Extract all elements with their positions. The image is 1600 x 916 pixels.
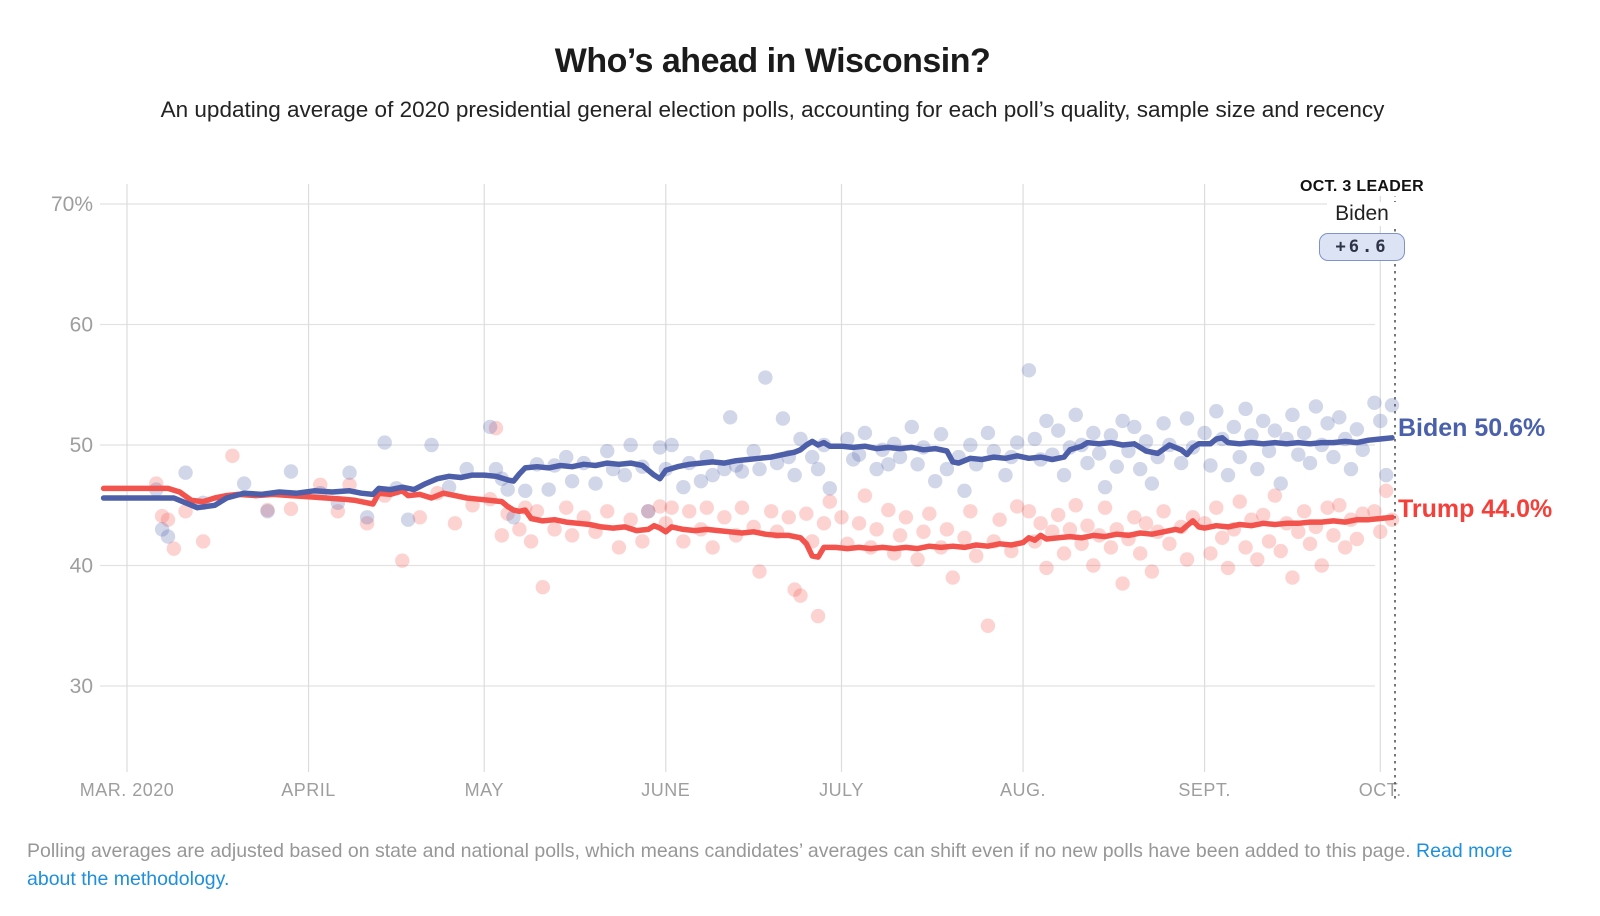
page-subtitle: An updating average of 2020 presidential… bbox=[160, 97, 1385, 122]
x-tick-label: AUG. bbox=[1000, 780, 1046, 800]
y-tick-label: 30 bbox=[70, 675, 93, 698]
x-tick-label: MAY bbox=[465, 780, 504, 800]
page-title: Who’s ahead in Wisconsin? bbox=[554, 42, 991, 80]
x-tick-label: JULY bbox=[819, 780, 864, 800]
y-tick-label: 70% bbox=[51, 193, 93, 216]
methodology-footnote: Polling averages are adjusted based on s… bbox=[27, 838, 1539, 893]
footnote-text: Polling averages are adjusted based on s… bbox=[27, 840, 1417, 862]
trump-average-line bbox=[100, 485, 1395, 560]
x-tick-label: SEPT. bbox=[1178, 780, 1231, 800]
y-grid: 70% 60 50 40 30 bbox=[51, 193, 1375, 698]
x-grid: MAR. 2020 APRIL MAY JUNE JULY AUG. SEPT. OCT. bbox=[80, 184, 1402, 800]
leader-margin-badge: +6.6 bbox=[1318, 233, 1406, 261]
leader-annotation: OCT. 3 LEADER Biden +6.6 bbox=[1260, 178, 1464, 261]
leader-candidate-name: Biden bbox=[1327, 202, 1397, 226]
biden-poll-dots bbox=[149, 363, 1400, 544]
y-tick-label: 50 bbox=[70, 434, 93, 457]
methodology-link[interactable]: Read more about the methodology. bbox=[27, 840, 1513, 890]
biden-series-label: Biden 50.6% bbox=[1398, 414, 1546, 442]
biden-average-line bbox=[100, 435, 1395, 511]
y-tick-label: 60 bbox=[70, 314, 93, 337]
trump-poll-dots bbox=[149, 420, 1400, 633]
y-tick-label: 40 bbox=[70, 555, 93, 578]
x-tick-label: OCT. bbox=[1359, 780, 1402, 800]
x-tick-label: MAR. 2020 bbox=[80, 780, 175, 800]
trump-series-label: Trump 44.0% bbox=[1398, 495, 1553, 523]
x-tick-label: JUNE bbox=[641, 780, 690, 800]
x-tick-label: APRIL bbox=[281, 780, 336, 800]
leader-date-heading: OCT. 3 LEADER bbox=[1295, 178, 1429, 196]
